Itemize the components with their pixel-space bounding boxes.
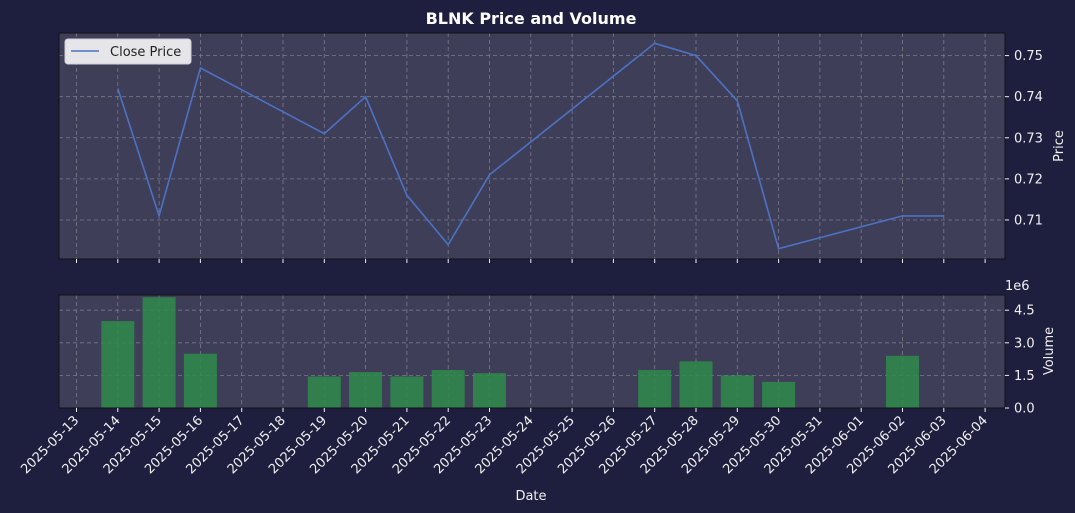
x-axis-label: Date [515, 489, 546, 504]
volume-bar [431, 370, 465, 408]
price-panel: 0.71 0.72 0.73 0.74 0.75 Price Close Price [58, 32, 1067, 263]
price-y-tick-label: 0.73 [1014, 131, 1043, 146]
price-y-tick-label: 0.71 [1014, 213, 1043, 228]
price-y-tick-label: 0.72 [1014, 172, 1043, 187]
price-y-tick-label: 0.74 [1014, 90, 1043, 105]
volume-bar [720, 375, 754, 408]
volume-y-tick-label: 4.5 [1014, 304, 1035, 319]
volume-y-tick-label: 1.5 [1014, 369, 1035, 384]
volume-axis-label: Volume [1042, 327, 1057, 375]
volume-panel: 0.01.53.04.5 2025-05-132025-05-142025-05… [18, 279, 1057, 477]
price-plot-area [59, 33, 1005, 259]
volume-bar [762, 381, 796, 408]
volume-bar [679, 361, 713, 408]
volume-bar [142, 297, 176, 408]
volume-frame [58, 294, 1006, 409]
legend-label: Close Price [110, 45, 181, 60]
volume-bar [886, 355, 919, 408]
volume-bar [101, 321, 135, 408]
volume-y-tick-label: 0.0 [1014, 402, 1035, 417]
volume-offset-label: 1e6 [1005, 279, 1030, 294]
price-axis-label: Price [1052, 130, 1067, 162]
volume-bar [390, 376, 424, 408]
legend-box [64, 38, 192, 65]
price-y-tick-label: 0.75 [1014, 49, 1043, 64]
volume-bar [473, 373, 506, 408]
volume-y-tick-label: 3.0 [1014, 336, 1035, 351]
legend: Close Price [64, 38, 192, 65]
volume-bar [349, 372, 383, 408]
close-price-line [117, 42, 944, 250]
price-frame [58, 32, 1006, 260]
volume-bar [183, 353, 217, 408]
volume-bar [307, 376, 341, 408]
chart-title: BLNK Price and Volume [426, 9, 637, 28]
volume-bar [638, 370, 672, 408]
